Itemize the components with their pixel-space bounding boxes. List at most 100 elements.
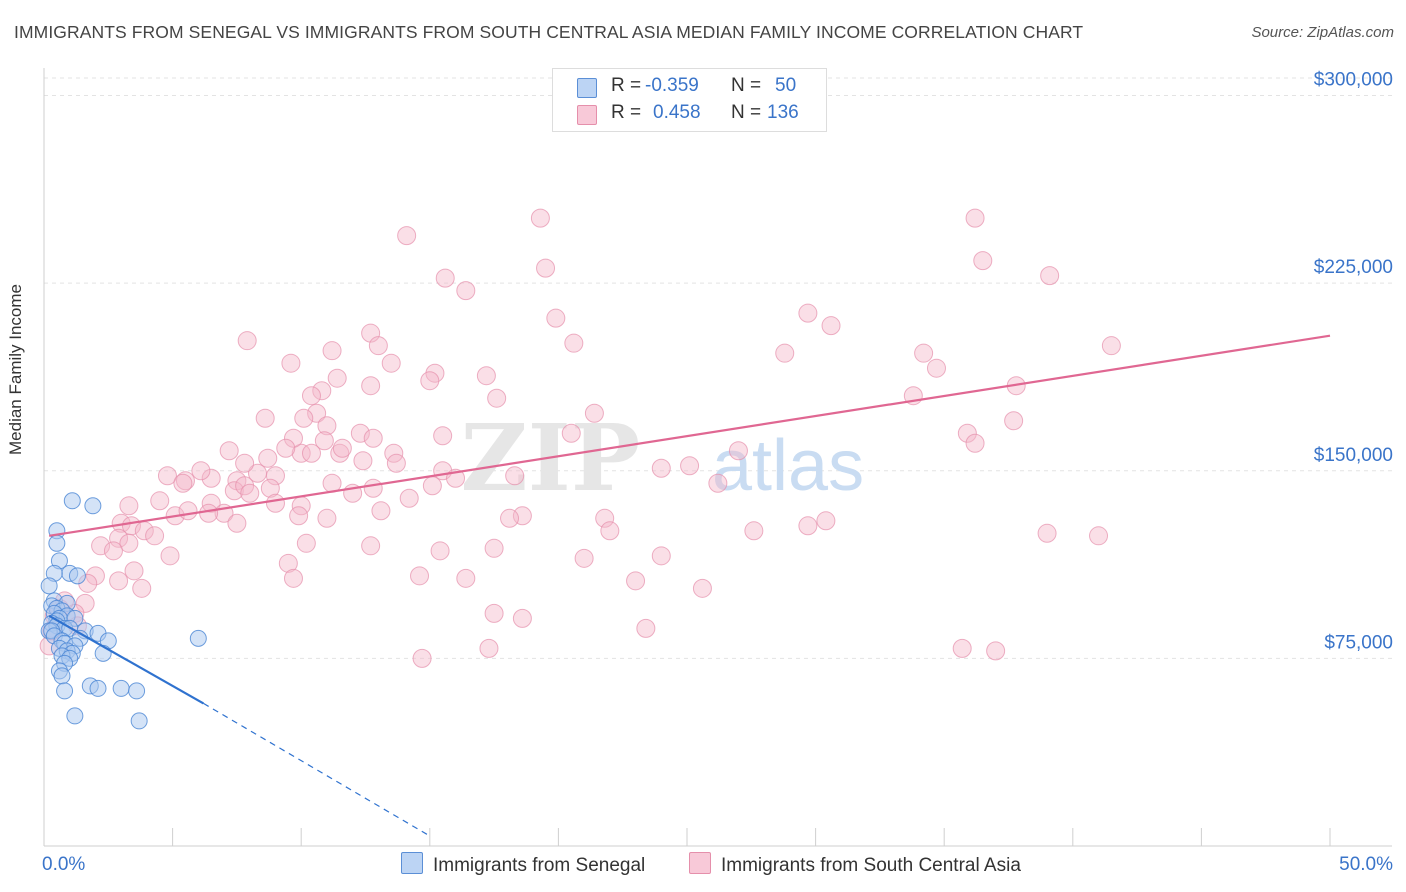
- sca-point: [476, 366, 496, 386]
- trend-lines: [48, 334, 1331, 837]
- sca-point: [952, 638, 972, 658]
- correlation-legend: R = -0.359 N = 50 R = 0.458 N = 136: [552, 68, 827, 132]
- sca-point: [283, 428, 303, 448]
- sca-point: [191, 461, 211, 481]
- sca-point: [530, 208, 550, 228]
- axes: [43, 68, 1392, 847]
- sca-point: [680, 456, 700, 476]
- sca-point: [260, 478, 280, 498]
- sca-point: [986, 641, 1006, 661]
- sca-point: [327, 368, 347, 388]
- sca-point: [1101, 336, 1121, 356]
- chart-title: IMMIGRANTS FROM SENEGAL VS IMMIGRANTS FR…: [14, 22, 1084, 42]
- sca-point: [363, 428, 383, 448]
- bottom-legend-senegal: Immigrants from Senegal: [401, 852, 645, 877]
- legend-r-value: -0.359: [645, 75, 699, 96]
- sca-point: [410, 566, 430, 586]
- sca-point: [600, 521, 620, 541]
- senegal-point: [189, 629, 207, 647]
- sca-point: [412, 648, 432, 668]
- sca-point: [574, 548, 594, 568]
- sca-point: [965, 433, 985, 453]
- sca-point: [386, 453, 406, 473]
- sca-point: [85, 566, 105, 586]
- sca-point: [595, 508, 615, 528]
- sca-point: [330, 443, 350, 463]
- sca-point: [145, 526, 165, 546]
- sca-point: [240, 483, 260, 503]
- sca-point: [317, 416, 337, 436]
- sca-point: [281, 353, 301, 373]
- sca-point: [626, 571, 646, 591]
- sca-legend-swatch: [689, 852, 711, 874]
- sca-point: [1089, 526, 1109, 546]
- sca-point: [926, 358, 946, 378]
- sca-point: [227, 513, 247, 533]
- y-tick-label: $75,000: [1324, 632, 1393, 653]
- senegal-swatch: [577, 78, 597, 98]
- sca-point: [173, 473, 193, 493]
- sca-point: [651, 546, 671, 566]
- senegal-point: [89, 679, 107, 697]
- sca-point: [420, 371, 440, 391]
- sca-point: [546, 308, 566, 328]
- sca-swatch: [577, 105, 597, 125]
- sca-point: [973, 251, 993, 271]
- sca-point: [91, 536, 111, 556]
- sca-point: [397, 226, 417, 246]
- sca-point: [361, 536, 381, 556]
- sca-point: [484, 603, 504, 623]
- sca-point: [258, 448, 278, 468]
- sca-point: [160, 546, 180, 566]
- legend-n-value: 136: [767, 102, 799, 123]
- sca-legend-label: Immigrants from South Central Asia: [721, 855, 1021, 876]
- senegal-point: [130, 712, 148, 730]
- senegal-point: [63, 492, 81, 510]
- sca-point: [255, 408, 275, 428]
- y-axis-label: Median Family Income: [6, 283, 25, 455]
- sca-point: [201, 468, 221, 488]
- senegal-legend-swatch: [401, 852, 423, 874]
- watermark: ZIP atlas: [461, 404, 864, 512]
- sca-point: [728, 441, 748, 461]
- sca-point: [350, 423, 370, 443]
- sca-point: [276, 438, 296, 458]
- sca-point: [317, 508, 337, 528]
- sca-point: [75, 593, 95, 613]
- y-tick-label: $300,000: [1314, 70, 1393, 91]
- sca-point: [219, 441, 239, 461]
- sca-point: [301, 386, 321, 406]
- sca-point: [957, 423, 977, 443]
- sca-point: [199, 503, 219, 523]
- sca-point: [124, 561, 144, 581]
- sca-point: [816, 511, 836, 531]
- legend-n-label: N =: [731, 102, 762, 123]
- sca-point: [505, 466, 525, 486]
- senegal-point: [40, 577, 58, 595]
- sca-point: [332, 438, 352, 458]
- sca-point: [296, 533, 316, 553]
- senegal-point: [84, 497, 102, 515]
- y-tick-label: $150,000: [1314, 445, 1393, 466]
- sca-point: [512, 608, 532, 628]
- sca-point: [361, 376, 381, 396]
- bottom-legend-sca: Immigrants from South Central Asia: [689, 852, 1021, 877]
- sca-point: [744, 521, 764, 541]
- sca-point: [265, 466, 285, 486]
- sca-point: [103, 541, 123, 561]
- senegal-point: [112, 679, 130, 697]
- sca-point: [798, 303, 818, 323]
- sca-point: [109, 571, 129, 591]
- sca-point: [289, 506, 309, 526]
- sca-point: [322, 341, 342, 361]
- watermark-atlas: atlas: [712, 426, 864, 506]
- y-tick-label: $225,000: [1314, 257, 1393, 278]
- sca-point: [1040, 266, 1060, 286]
- senegal-point: [94, 644, 112, 662]
- sca-point: [500, 508, 520, 528]
- sca-point: [584, 403, 604, 423]
- sca-point: [435, 268, 455, 288]
- sca-point: [430, 541, 450, 561]
- sca-point: [224, 481, 244, 501]
